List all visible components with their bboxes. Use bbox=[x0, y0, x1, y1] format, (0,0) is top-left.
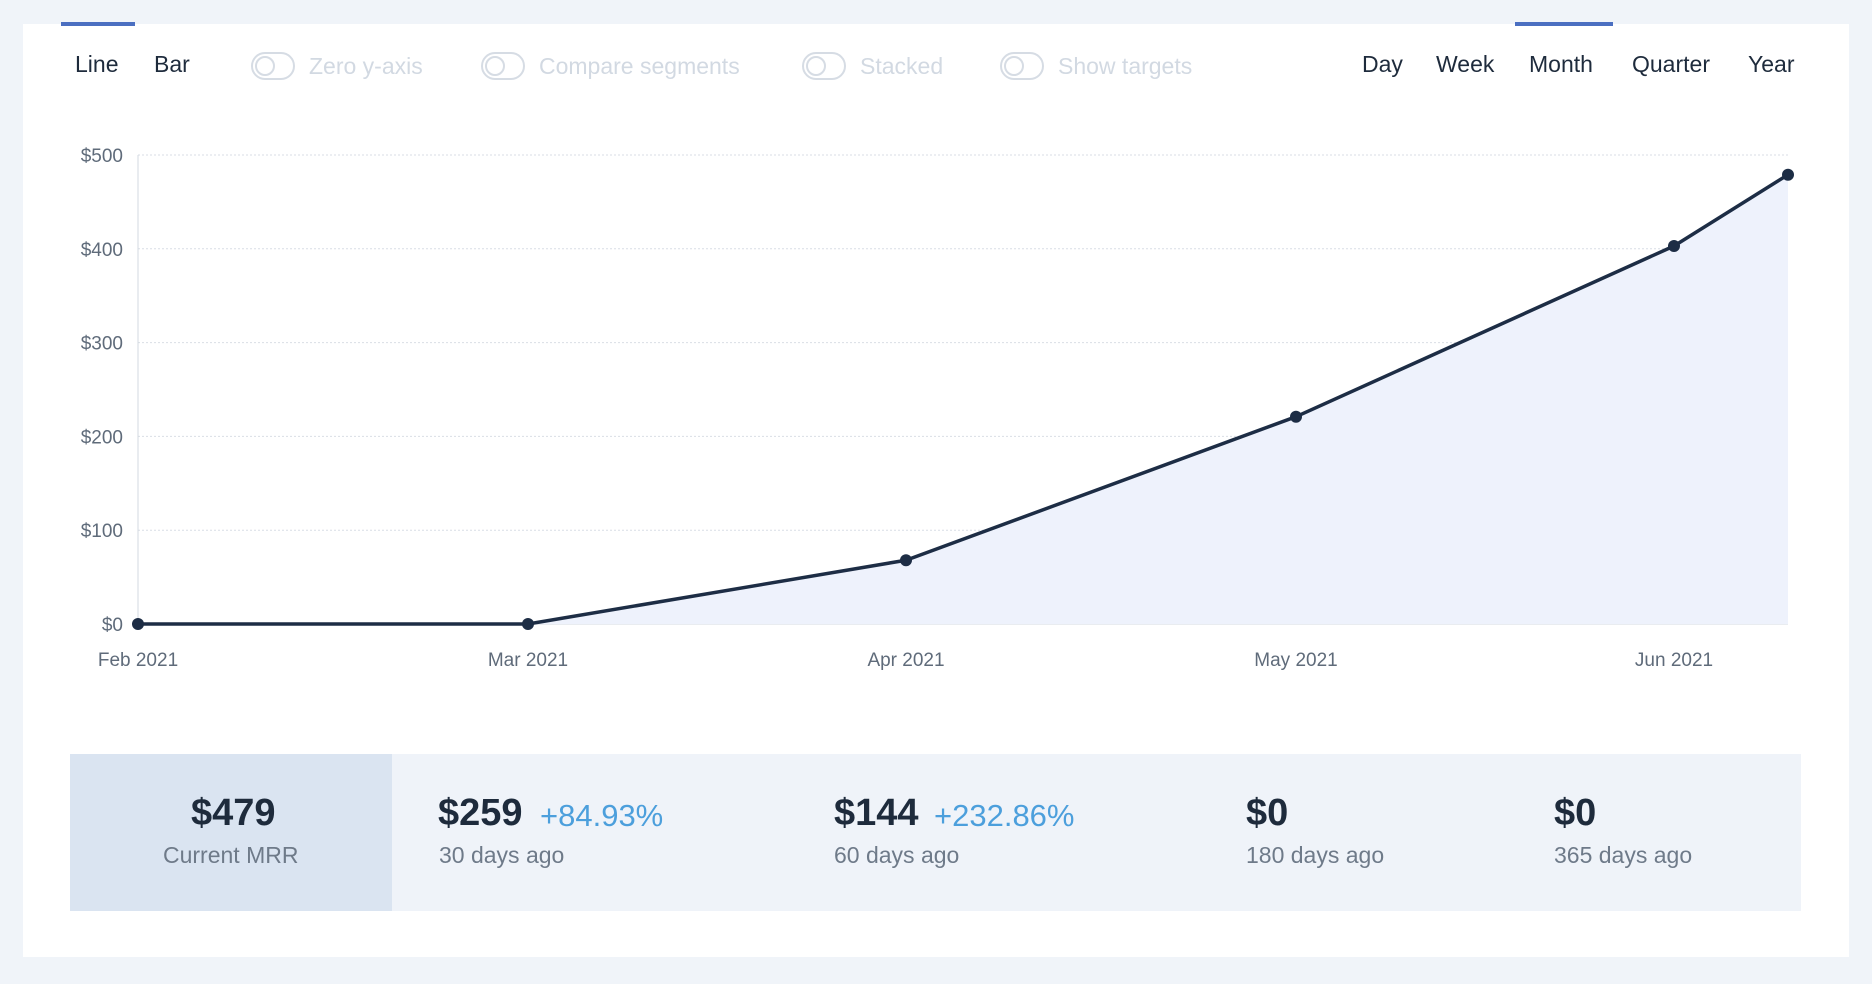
toggle-label: Stacked bbox=[860, 52, 944, 79]
period-year-tab[interactable]: Year bbox=[1748, 51, 1795, 77]
current-mrr-value: $479 bbox=[191, 792, 276, 834]
x-tick-label: May 2021 bbox=[1254, 650, 1337, 671]
y-tick-label: $400 bbox=[81, 240, 123, 261]
mrr-60-days-label: 60 days ago bbox=[834, 842, 960, 868]
mrr-line-chart: $0 $100 $200 $300 $400 $500 Feb 2021 Mar 2021 Ap… bbox=[81, 146, 1794, 671]
y-tick-label: $100 bbox=[81, 521, 123, 542]
y-tick-label: $300 bbox=[81, 334, 123, 355]
period-week-tab[interactable]: Week bbox=[1436, 51, 1495, 77]
mrr-365-days-label: 365 days ago bbox=[1554, 842, 1693, 868]
chart-type-bar-tab[interactable]: Bar bbox=[154, 51, 190, 77]
toggle-label: Compare segments bbox=[539, 52, 740, 79]
data-point bbox=[522, 618, 534, 630]
chart-type-active-indicator bbox=[61, 22, 135, 26]
series-line bbox=[138, 173, 1789, 626]
x-tick-label: Apr 2021 bbox=[867, 650, 944, 671]
current-mrr-label: Current MRR bbox=[163, 842, 299, 868]
zero-y-axis-toggle[interactable]: Zero y-axis bbox=[251, 51, 423, 81]
y-tick-label: $0 bbox=[102, 615, 123, 636]
chart-type-line-tab[interactable]: Line bbox=[75, 51, 119, 77]
show-targets-toggle[interactable]: Show targets bbox=[1000, 51, 1192, 81]
mrr-30-days-value: $259 bbox=[438, 792, 523, 834]
toggle-switch-icon bbox=[251, 52, 295, 80]
mrr-30-days-change: +84.93% bbox=[540, 798, 664, 833]
toggle-switch-icon bbox=[802, 52, 846, 80]
x-tick-label: Jun 2021 bbox=[1635, 650, 1713, 671]
compare-segments-toggle[interactable]: Compare segments bbox=[481, 51, 740, 81]
area-fill bbox=[138, 174, 1788, 624]
data-point bbox=[132, 618, 144, 630]
toggle-label: Zero y-axis bbox=[309, 52, 423, 79]
period-day-tab[interactable]: Day bbox=[1362, 51, 1403, 77]
toggle-switch-icon bbox=[481, 52, 525, 80]
x-tick-label: Feb 2021 bbox=[98, 650, 178, 671]
mrr-60-days-change: +232.86% bbox=[934, 798, 1075, 833]
data-point bbox=[1290, 410, 1302, 423]
mrr-60-days-value: $144 bbox=[834, 792, 919, 834]
period-active-indicator bbox=[1515, 22, 1613, 26]
period-month-tab[interactable]: Month bbox=[1529, 51, 1593, 77]
mrr-180-days-label: 180 days ago bbox=[1246, 842, 1385, 868]
data-point bbox=[1668, 239, 1680, 252]
mrr-180-days-value: $0 bbox=[1246, 792, 1289, 834]
y-tick-label: $200 bbox=[81, 427, 123, 448]
current-mrr-panel bbox=[70, 754, 392, 911]
toggle-switch-icon bbox=[1000, 52, 1044, 80]
stacked-toggle[interactable]: Stacked bbox=[802, 51, 943, 81]
period-quarter-tab[interactable]: Quarter bbox=[1632, 51, 1710, 77]
data-point bbox=[1782, 168, 1794, 181]
mrr-365-days-value: $0 bbox=[1554, 792, 1597, 834]
y-tick-label: $500 bbox=[81, 146, 123, 167]
data-point bbox=[900, 554, 912, 567]
mrr-30-days-label: 30 days ago bbox=[439, 842, 565, 868]
x-tick-label: Mar 2021 bbox=[488, 650, 568, 671]
toggle-label: Show targets bbox=[1058, 52, 1193, 79]
